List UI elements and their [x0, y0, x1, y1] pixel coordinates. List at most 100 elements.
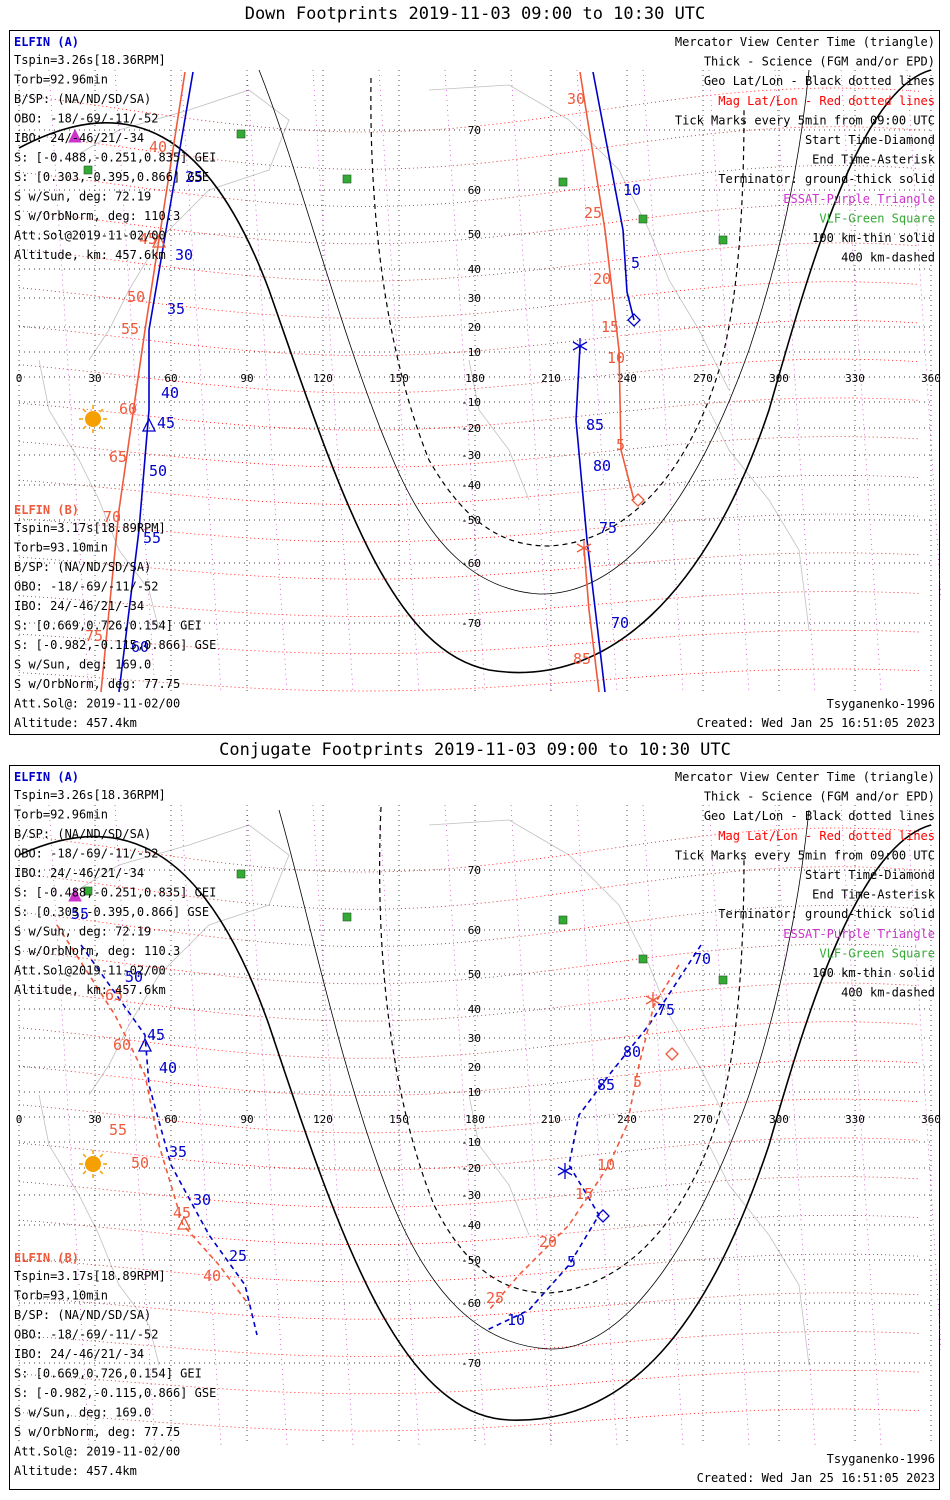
mag-lon-line: [246, 804, 288, 1446]
vlf-station-square: [236, 129, 246, 139]
land-outline: [708, 409, 810, 631]
elfin-a-info-line: S: [-0.488,-0.251,0.835] GEI: [14, 886, 216, 900]
legend-line: Mercator View Center Time (triangle): [675, 35, 935, 49]
lat-tick-label: 60: [468, 924, 481, 937]
elfin-a-track-label: 75: [657, 1001, 675, 1019]
legend-line: Mercator View Center Time (triangle): [675, 770, 935, 784]
elfin-b-info-line: S: [-0.982,-0.115,0.866] GSE: [14, 1386, 216, 1400]
vlf-station-square: [558, 915, 568, 925]
land-outline: [38, 1094, 160, 1366]
elfin-b-track-label: 5: [633, 1073, 642, 1091]
lat-tick-label: -70: [461, 617, 481, 630]
legend-line: Tick Marks every 5min from 09:00 UTC: [675, 848, 935, 862]
terminator-400km-line: [370, 77, 745, 547]
vlf-station-square: [638, 214, 648, 224]
lon-tick-label: 90: [240, 372, 253, 385]
elfin-b-info-line: Att.Sol@: 2019-11-02/00: [14, 1445, 180, 1459]
elfin-a-track-label: 40: [159, 1059, 177, 1077]
elfin-b-header: ELFIN (B): [14, 1251, 79, 1265]
elfin-a-info-line: B/SP: (NA/ND/SD/SA): [14, 92, 151, 106]
mag-lat-line: [18, 866, 920, 910]
land-outline: [68, 89, 290, 361]
mag-lat-line: [18, 827, 920, 873]
elfin-b-start-diamond: [665, 1047, 679, 1061]
sun-icon: [85, 1156, 101, 1172]
sun-ray: [99, 1153, 104, 1158]
elfin-a-track-label: 35: [169, 1143, 187, 1161]
lon-tick-label: 330: [845, 1113, 865, 1126]
lat-tick-label: -30: [461, 449, 481, 462]
lat-tick-label: 30: [468, 1032, 481, 1045]
sun-ray: [82, 1153, 87, 1158]
lat-tick-label: -10: [461, 396, 481, 409]
legend-line: Start Time-Diamond: [805, 133, 935, 147]
mag-lat-line: [18, 126, 920, 170]
lon-tick-label: 90: [240, 1113, 253, 1126]
elfin-a-track-label: 5: [631, 254, 640, 272]
elfin-a-info-line: Tspin=3.26s[18.36RPM]: [14, 788, 166, 802]
land-outline: [468, 1094, 530, 1236]
elfin-a-info-line: Altitude, km: 457.6km: [14, 983, 166, 997]
sun-ray: [82, 1170, 87, 1175]
sun-ray: [82, 425, 87, 430]
elfin-b-info-line: B/SP: (NA/ND/SD/SA): [14, 1308, 151, 1322]
elfin-a-info-line: OBO: -18/-69/-11/-52: [14, 847, 159, 861]
lat-tick-label: 10: [468, 346, 481, 359]
mag-lon-line: [48, 804, 90, 1446]
lon-tick-label: 30: [88, 372, 101, 385]
elfin-a-end-asterisk: [572, 341, 588, 351]
elfin-b-center-triangle: [151, 233, 167, 248]
elfin-b-info-line: Altitude: 457.4km: [14, 1464, 137, 1478]
mag-lat-line: [18, 1176, 920, 1208]
elfin-b-track-label: 50: [127, 288, 145, 306]
lat-tick-label: 30: [468, 292, 481, 305]
lat-tick-label: 20: [468, 1061, 481, 1074]
elfin-a-info-line: S w/OrbNorm, deg: 110.3: [14, 209, 180, 223]
elfin-b-info-line: Tspin=3.17s[18.89RPM]: [14, 521, 166, 535]
sun-ray: [99, 425, 104, 430]
terminator-ground-line: [18, 69, 932, 674]
elfin-a-start-diamond: [627, 313, 641, 327]
elfin-b-center-triangle: [176, 1215, 192, 1230]
lat-tick-label: -30: [461, 1189, 481, 1202]
elfin-a-track-label: 80: [623, 1043, 641, 1061]
mag-lat-line: [18, 474, 920, 506]
lat-tick-label: 20: [468, 321, 481, 334]
lat-tick-label: -20: [461, 422, 481, 435]
legend-line: 400 km-dashed: [841, 251, 935, 265]
land-outline: [38, 359, 160, 631]
elfin-a-track-label: 45: [157, 414, 175, 432]
elfin-a-track-label: 25: [185, 168, 203, 186]
legend-line: ESSAT-Purple Triangle: [783, 192, 935, 206]
elfin-a-end-asterisk: [557, 1166, 573, 1176]
elfin-b-track-label: 55: [121, 320, 139, 338]
elfin-b-track-label: 5: [616, 436, 625, 454]
lon-tick-label: 120: [313, 372, 333, 385]
lat-tick-label: -70: [461, 1357, 481, 1370]
elfin-b-track-label: 85: [573, 650, 591, 668]
elfin-b-track-label: 45: [173, 1204, 191, 1222]
elfin-b-track-label: 30: [567, 90, 585, 108]
elfin-b-end-asterisk: [645, 995, 661, 1005]
elfin-b-info-line: OBO: -18/-69/-11/-52: [14, 1328, 159, 1342]
legend-line: VLF-Green Square: [819, 946, 935, 960]
elfin-a-track-label: 30: [175, 246, 193, 264]
lat-tick-label: 40: [468, 263, 481, 276]
elfin-a-conj-track: [80, 944, 258, 1336]
terminator-100km-line: [278, 809, 810, 1350]
mag-lon-line: [444, 804, 486, 1446]
elfin-a-track-label: 70: [693, 950, 711, 968]
elfin-a-track-label: 60: [131, 638, 149, 656]
elfin-a-info-line: IBO: 24/-46/21/-34: [14, 866, 144, 880]
elfin-b-info-line: S w/Sun, deg: 169.0: [14, 1406, 151, 1420]
lon-tick-label: 150: [389, 1113, 409, 1126]
legend-line: Mag Lat/Lon - Red dotted lines: [718, 94, 935, 108]
mag-lon-line: [774, 804, 816, 1446]
terminator-400km-line: [379, 806, 745, 1294]
elfin-b-info-line: Att.Sol@: 2019-11-02/00: [14, 697, 180, 711]
vlf-station-square: [638, 954, 648, 964]
lon-tick-label: 240: [617, 372, 637, 385]
elfin-a-track-label: 70: [611, 614, 629, 632]
elfin-a-track-label: 35: [167, 300, 185, 318]
lat-tick-label: 60: [468, 184, 481, 197]
